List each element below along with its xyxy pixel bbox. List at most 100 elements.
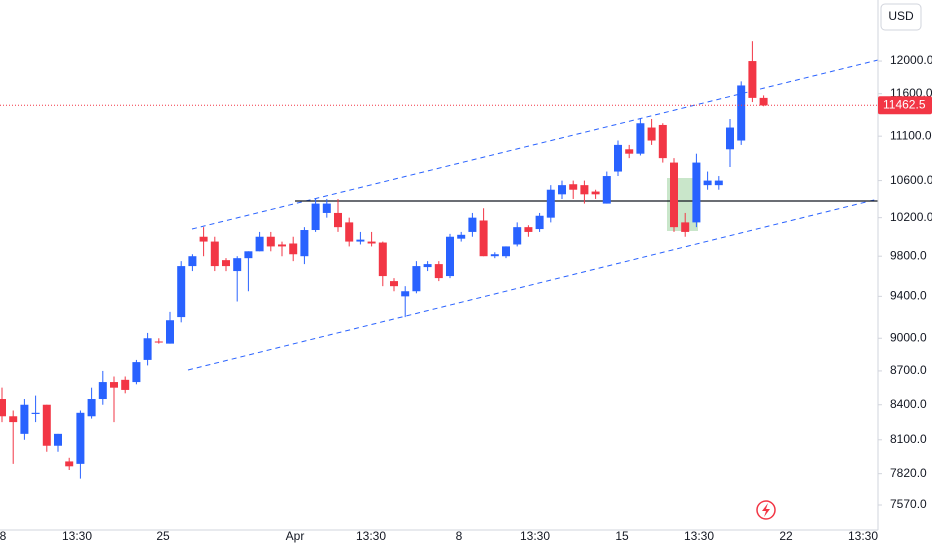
x-tick-label: 13:30 [848, 529, 878, 543]
candle-body [322, 203, 331, 213]
y-tick-label: 10600.0 [890, 173, 932, 187]
candle-body [199, 236, 208, 242]
candle-body [222, 260, 230, 267]
candle-body [0, 399, 6, 417]
candle-body [535, 215, 544, 230]
candle-body [647, 127, 656, 141]
candle-body [513, 227, 522, 245]
candle-body [636, 123, 645, 154]
candle-body [300, 230, 309, 257]
y-tick-label: 10200.0 [890, 210, 932, 224]
currency-box[interactable] [880, 3, 922, 31]
candle-body [524, 227, 533, 232]
x-tick-label: 25 [156, 529, 170, 543]
alert-bolt [762, 503, 770, 517]
candle-body [378, 242, 387, 277]
y-tick-label: 9800.0 [890, 248, 927, 262]
candle-body [446, 236, 454, 277]
candle-body [401, 291, 410, 297]
candle-body [54, 433, 62, 446]
candle-body [76, 412, 85, 464]
x-tick-label: 8 [0, 529, 7, 543]
candle-body [154, 341, 163, 343]
candle-body [121, 379, 130, 390]
candle-body [110, 382, 118, 388]
candle-body [20, 404, 29, 434]
candle-body [42, 404, 51, 446]
y-tick-label: 9000.0 [890, 330, 927, 344]
candle-body [367, 241, 376, 244]
candle-body [210, 241, 219, 267]
channel-lower [187, 198, 879, 371]
candle-body [569, 184, 578, 190]
candle-body [703, 180, 712, 186]
candle-body [188, 256, 197, 267]
y-tick-label: 12000.0 [890, 53, 932, 67]
last-price-label: 11462.5 [883, 97, 926, 111]
candle-body [278, 244, 286, 247]
y-tick-label: 8100.0 [890, 432, 927, 446]
candle-body [31, 412, 40, 414]
candle-body [434, 264, 443, 279]
candle-body [311, 203, 320, 231]
x-tick-label: 13:30 [520, 529, 550, 543]
candle-body [726, 127, 734, 150]
currency-label: USD [888, 9, 914, 23]
candle-body [356, 239, 365, 242]
candle-body [602, 176, 611, 204]
candle-body [244, 251, 253, 259]
candle-body [614, 144, 622, 172]
candle-body [457, 234, 466, 239]
candle-body [468, 217, 477, 232]
candle-body [177, 266, 186, 318]
candle-body [143, 338, 152, 360]
x-tick-label: 15 [615, 529, 629, 543]
candle-body [9, 416, 18, 423]
last-price-tag [878, 96, 932, 115]
candle-body [132, 362, 141, 383]
candle-body [591, 191, 600, 195]
candle-body [334, 212, 342, 228]
y-tick-label: 11100.0 [890, 128, 932, 142]
candle-body [714, 180, 723, 186]
candle-body [748, 61, 757, 98]
price-axis: 12000.011600.011100.010600.010200.09800.… [878, 53, 932, 511]
x-tick-label: 13:30 [684, 529, 714, 543]
candle-body [412, 266, 421, 292]
y-tick-label: 8400.0 [890, 397, 927, 411]
candle-body [479, 220, 488, 257]
x-tick-label: Apr [286, 529, 305, 543]
candle-body [681, 222, 690, 232]
time-axis: 8 13:30 25 Apr 13:30 8 13:30 15 13:30 22 13:30 [0, 529, 878, 543]
candle-body [692, 162, 701, 223]
candle-body [345, 222, 354, 242]
candle-body [255, 236, 264, 252]
candle-body [166, 320, 174, 344]
x-tick-label: 22 [779, 529, 793, 543]
candle-body [98, 382, 107, 400]
candle-body [558, 185, 566, 195]
y-tick-label: 8700.0 [890, 363, 927, 377]
x-tick-label: 13:30 [62, 529, 92, 543]
y-tick-label: 7570.0 [890, 497, 927, 511]
candle-body [266, 236, 275, 247]
candle-body [390, 281, 398, 287]
candle-body [289, 243, 298, 255]
candle-body [423, 264, 432, 268]
candle-body [546, 189, 555, 218]
y-tick-label: 7820.0 [890, 466, 927, 480]
candles [0, 41, 768, 479]
candle-body [625, 149, 634, 154]
y-tick-label: 9400.0 [890, 289, 927, 303]
candle-body [490, 254, 499, 257]
candle-body [233, 258, 242, 272]
candle-body [658, 124, 667, 159]
x-tick-label: 8 [456, 529, 463, 543]
candle-body [737, 85, 746, 141]
candle-body [65, 461, 74, 467]
candle-body [759, 97, 768, 106]
candle-body [580, 185, 589, 195]
candle-body [670, 162, 678, 228]
